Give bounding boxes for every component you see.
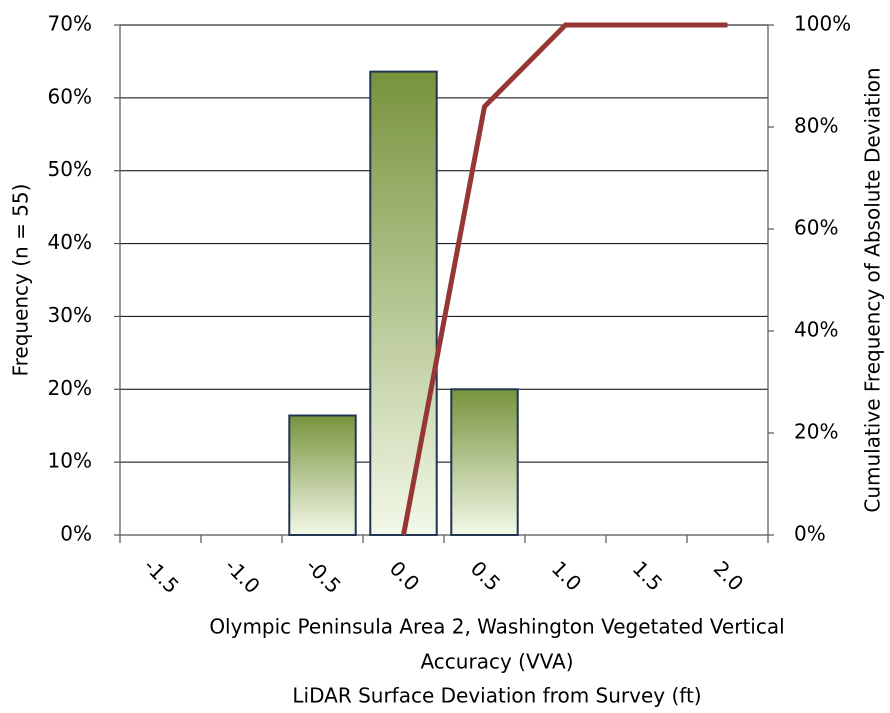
x-axis-label: Olympic Peninsula Area 2, Washington Veg… bbox=[209, 615, 784, 639]
y2-tick-label: 0% bbox=[794, 522, 826, 546]
y-axis-label: Frequency (n = 55) bbox=[9, 184, 33, 377]
bar bbox=[369, 70, 438, 536]
y-tick-label: 40% bbox=[48, 230, 92, 254]
y2-tick-label: 20% bbox=[794, 420, 838, 444]
y2-tick-label: 40% bbox=[794, 318, 838, 342]
bar bbox=[450, 388, 519, 536]
x-tick-label: 0.0 bbox=[385, 556, 424, 595]
y-tick-label: 30% bbox=[48, 303, 92, 327]
x-tick-label: -1.5 bbox=[139, 554, 184, 599]
x-tick-label: 0.5 bbox=[466, 556, 505, 595]
y-tick-label: 10% bbox=[48, 449, 92, 473]
line bbox=[401, 22, 728, 536]
x-tick-label: -1.0 bbox=[220, 554, 265, 599]
y2-tick-label: 60% bbox=[794, 216, 838, 240]
x-axis-label: LiDAR Surface Deviation from Survey (ft) bbox=[292, 684, 701, 708]
x-tick-label: 1.5 bbox=[628, 556, 667, 595]
x-axis-label: Accuracy (VVA) bbox=[420, 650, 573, 674]
y2-axis-label: Cumulative Frequency of Absolute Deviati… bbox=[861, 67, 885, 512]
y2-tick-label: 100% bbox=[794, 12, 851, 36]
x-tick-label: 1.0 bbox=[547, 556, 586, 595]
x-tick-label: 2.0 bbox=[709, 556, 748, 595]
y-tick-label: 60% bbox=[48, 84, 92, 108]
y-tick-label: 20% bbox=[48, 376, 92, 400]
y2-tick-label: 80% bbox=[794, 114, 838, 138]
y-tick-label: 70% bbox=[48, 12, 92, 36]
y-tick-label: 0% bbox=[60, 522, 92, 546]
bar bbox=[288, 414, 357, 536]
x-tick-label: -0.5 bbox=[301, 554, 346, 599]
y-tick-label: 50% bbox=[48, 157, 92, 181]
